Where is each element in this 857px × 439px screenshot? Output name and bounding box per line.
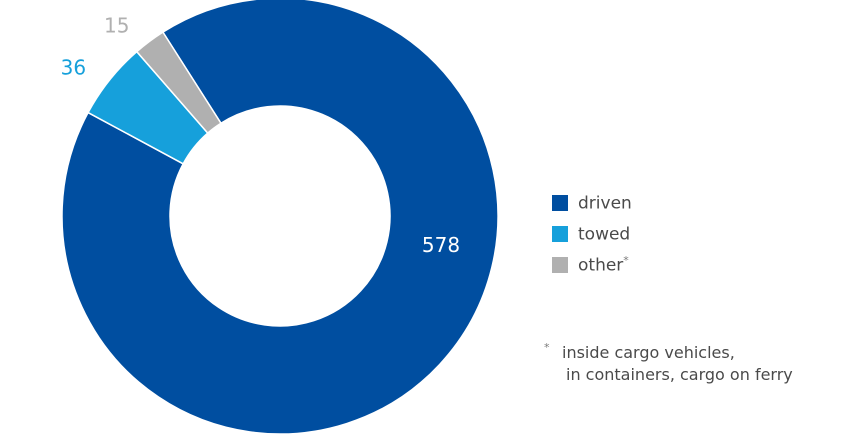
footnote-marker: * [544,341,550,354]
data-label-towed: 36 [61,55,86,79]
data-label-other: 15 [104,13,129,37]
slice-driven [61,0,499,435]
data-labels: 578 36 15 [61,13,460,257]
legend-label-other: other* [578,254,629,276]
footnote-line-1: inside cargo vehicles, [562,343,735,362]
legend-swatch-other [552,257,568,273]
legend-label-towed: towed [578,224,631,245]
donut-slices [61,0,499,435]
footnote-line-2: in containers, cargo on ferry [566,365,793,384]
legend-swatch-towed [552,226,568,242]
data-label-driven: 578 [422,233,460,257]
footnote: * inside cargo vehicles, in containers, … [544,341,793,386]
legend-item-other: other* [552,254,632,276]
legend: driven towed other* [552,193,632,286]
legend-label-driven: driven [578,193,632,214]
footnote-text: inside cargo vehicles, in containers, ca… [562,342,793,386]
slice-other [135,31,222,135]
legend-item-towed: towed [552,224,632,245]
legend-swatch-driven [552,195,568,211]
legend-item-driven: driven [552,193,632,214]
